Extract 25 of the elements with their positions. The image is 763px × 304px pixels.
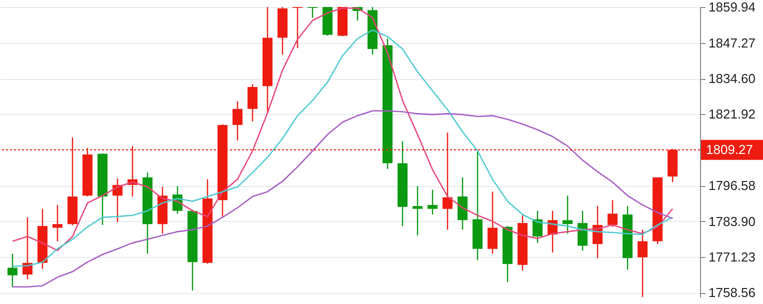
y-tick-label: 1758.56: [708, 285, 756, 300]
y-tick-label: 1796.58: [708, 178, 756, 194]
candlestick: [532, 210, 543, 244]
y-tick-label: 1783.90: [708, 214, 756, 229]
candlestick: [248, 84, 258, 122]
candlestick: [52, 204, 62, 242]
candlestick: [308, 6, 318, 18]
y-tick-label: 1847.27: [708, 35, 756, 50]
ref-line-label: 1809.27: [706, 142, 753, 157]
y-tick-label: 1771.23: [708, 249, 756, 264]
candlestick: [7, 253, 18, 288]
candlestick: [292, 6, 303, 49]
y-tick-label: 1834.60: [708, 71, 756, 86]
y-tick-label: 1821.92: [708, 106, 756, 122]
candlestick: [232, 100, 243, 142]
candlestick: [562, 195, 573, 234]
y-tick-label: 1859.94: [708, 0, 756, 15]
candlestick: [608, 200, 618, 228]
candlestick: [638, 229, 648, 298]
candlestick: [412, 185, 423, 236]
candlestick: [458, 176, 468, 230]
candlestick: [578, 210, 588, 252]
candlestick: [488, 191, 498, 254]
candlestick: [428, 189, 438, 216]
line-series: [12, 110, 674, 288]
